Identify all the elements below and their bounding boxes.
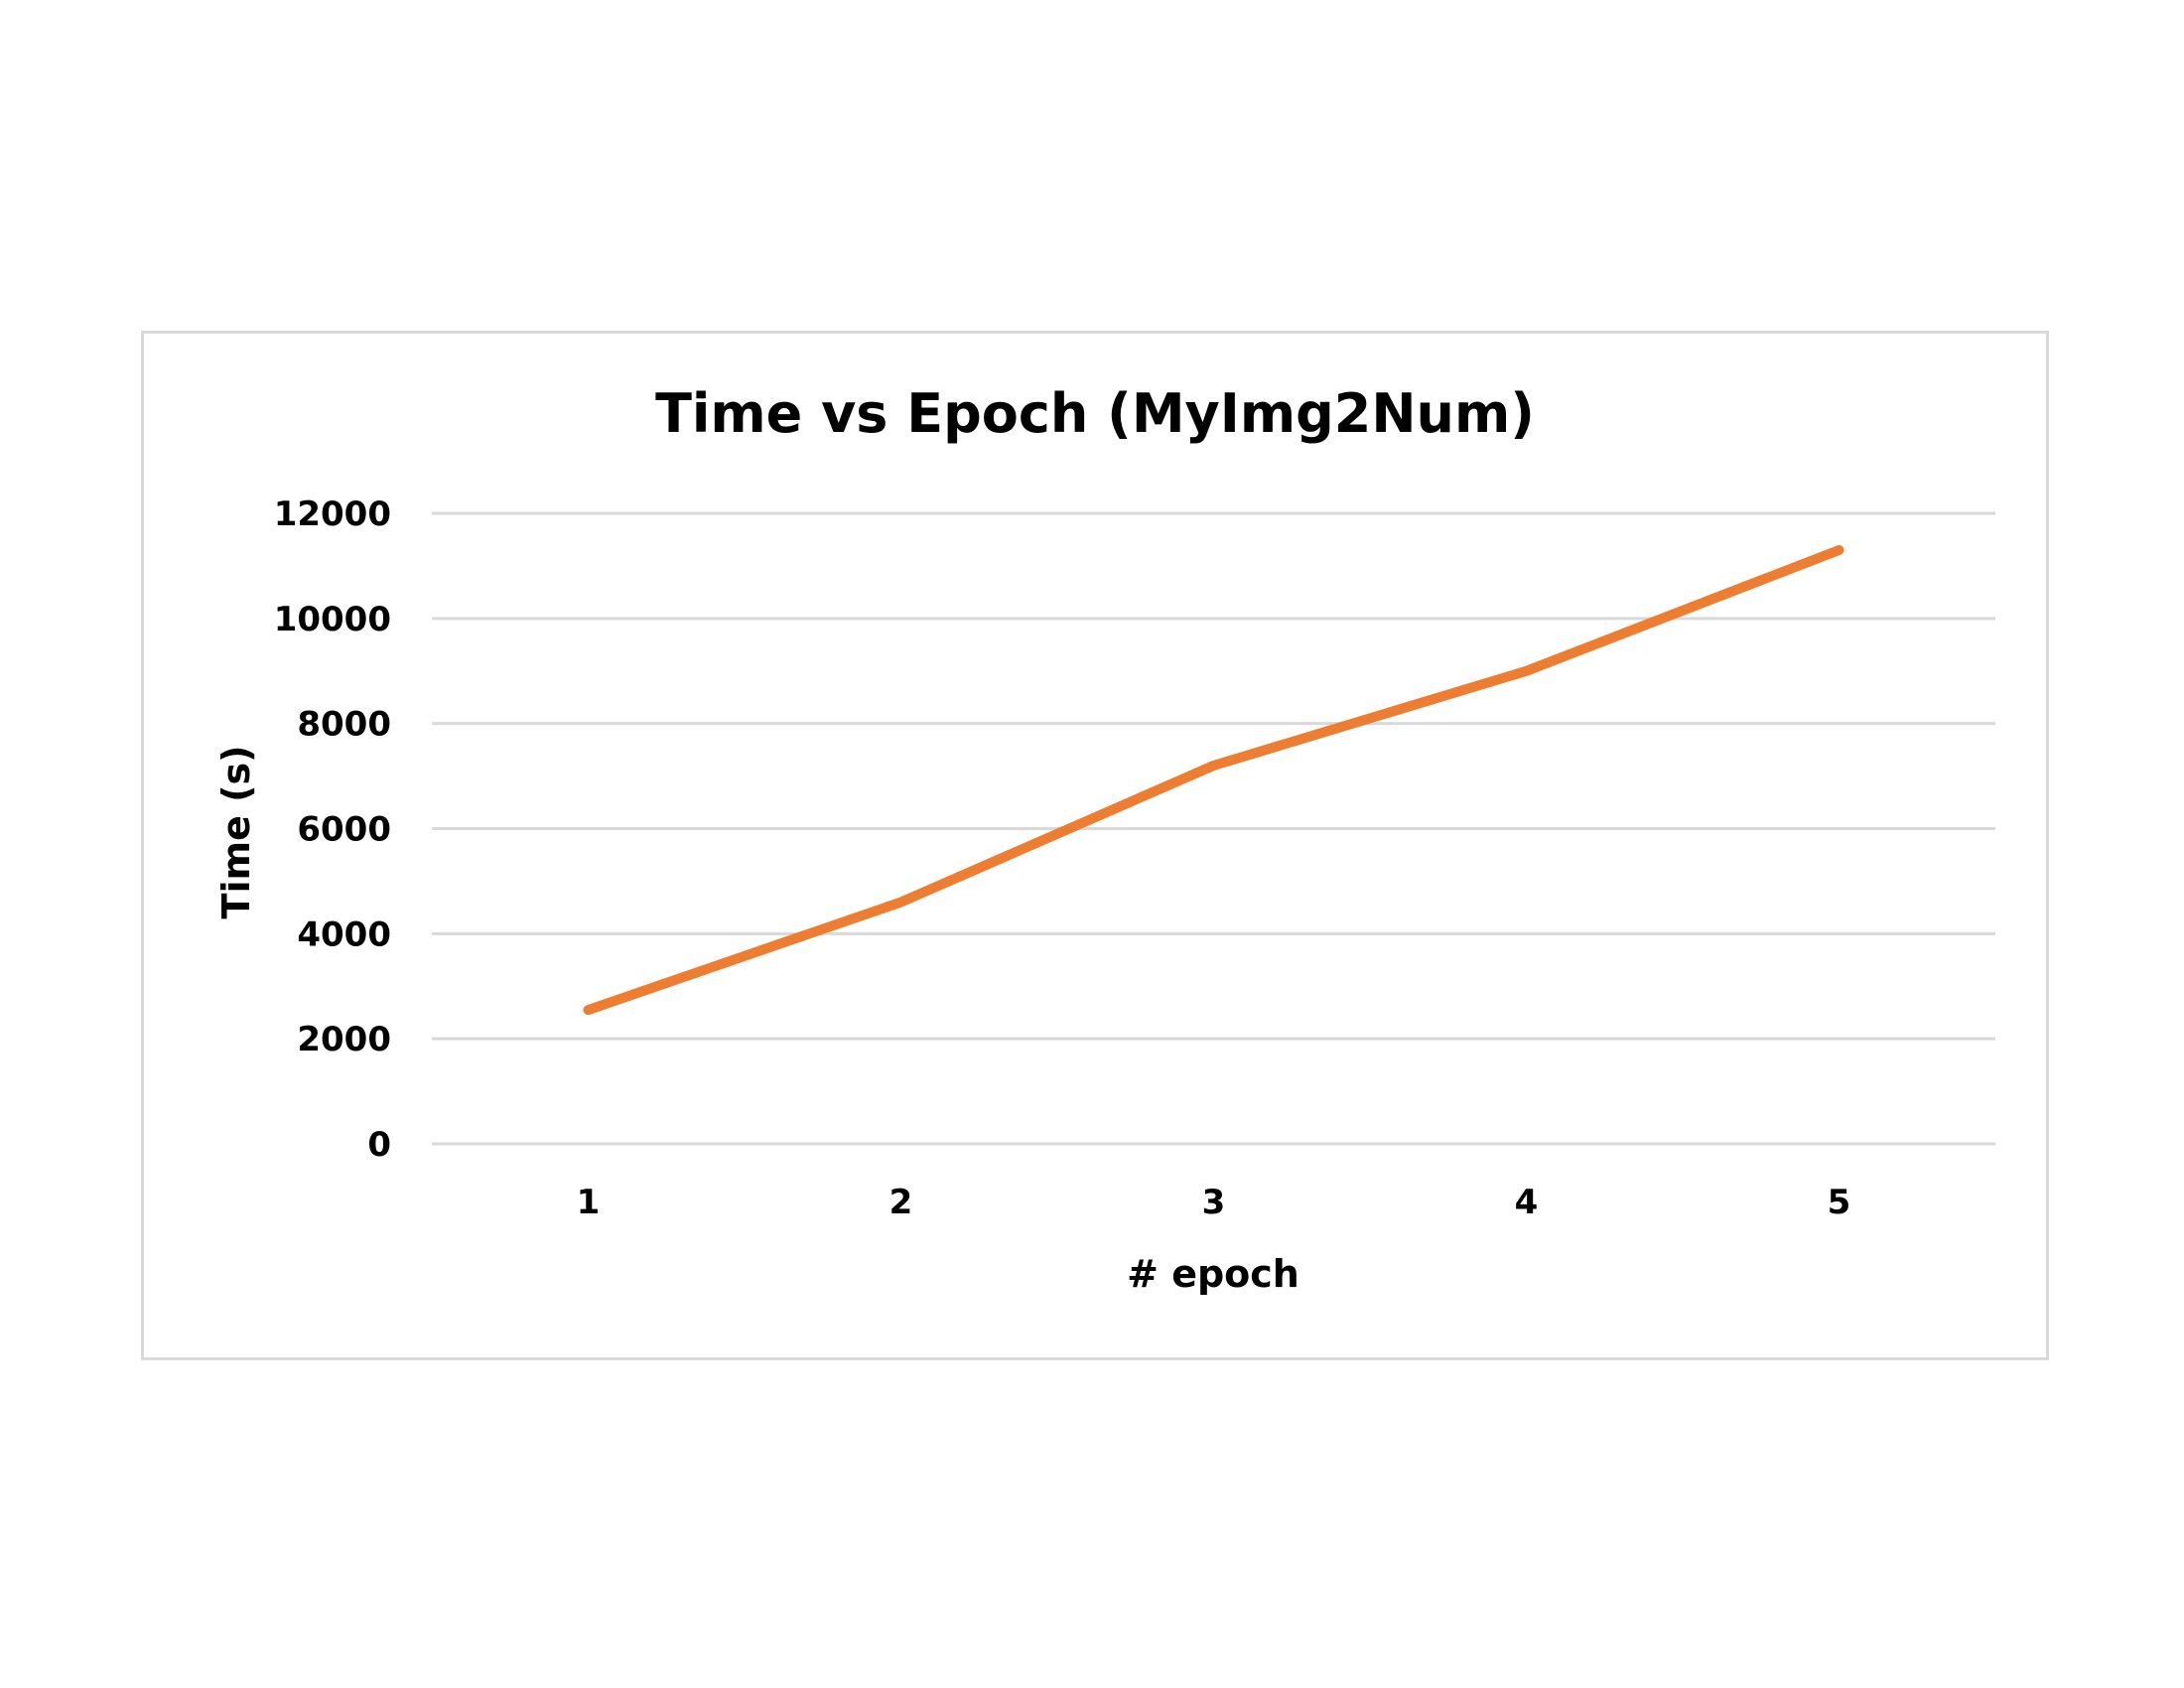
- y-tick-label: 6000: [297, 810, 391, 850]
- y-tick-label: 10000: [274, 600, 391, 639]
- gridlines: [432, 511, 1995, 1146]
- series-group: [583, 545, 1844, 1016]
- x-tick-label: 5: [1828, 1183, 1851, 1222]
- x-tick-label: 1: [577, 1183, 601, 1222]
- y-axis-ticks: 0 2000 4000 6000 8000 10000 12000: [274, 494, 391, 1165]
- y-axis-label: Time (s): [214, 746, 258, 919]
- x-axis-ticks: 1 2 3 4 5: [577, 1183, 1851, 1222]
- y-tick-label: 0: [367, 1125, 391, 1165]
- x-axis-label: # epoch: [1127, 1252, 1299, 1296]
- chart-frame: [141, 331, 2049, 1360]
- y-tick-label: 12000: [274, 494, 391, 534]
- y-tick-label: 8000: [297, 705, 391, 745]
- x-tick-label: 2: [889, 1183, 913, 1222]
- y-tick-label: 4000: [297, 914, 391, 954]
- x-tick-label: 4: [1515, 1183, 1539, 1222]
- x-tick-label: 3: [1202, 1183, 1226, 1222]
- chart-title: Time vs Epoch (MyImg2Num): [655, 382, 1535, 445]
- series-line-0: [583, 545, 1844, 1016]
- y-tick-label: 2000: [297, 1020, 391, 1059]
